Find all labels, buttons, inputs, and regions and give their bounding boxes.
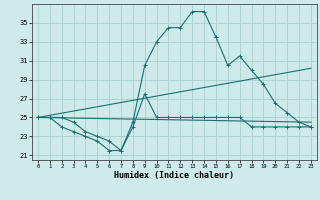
X-axis label: Humidex (Indice chaleur): Humidex (Indice chaleur) [115,171,234,180]
